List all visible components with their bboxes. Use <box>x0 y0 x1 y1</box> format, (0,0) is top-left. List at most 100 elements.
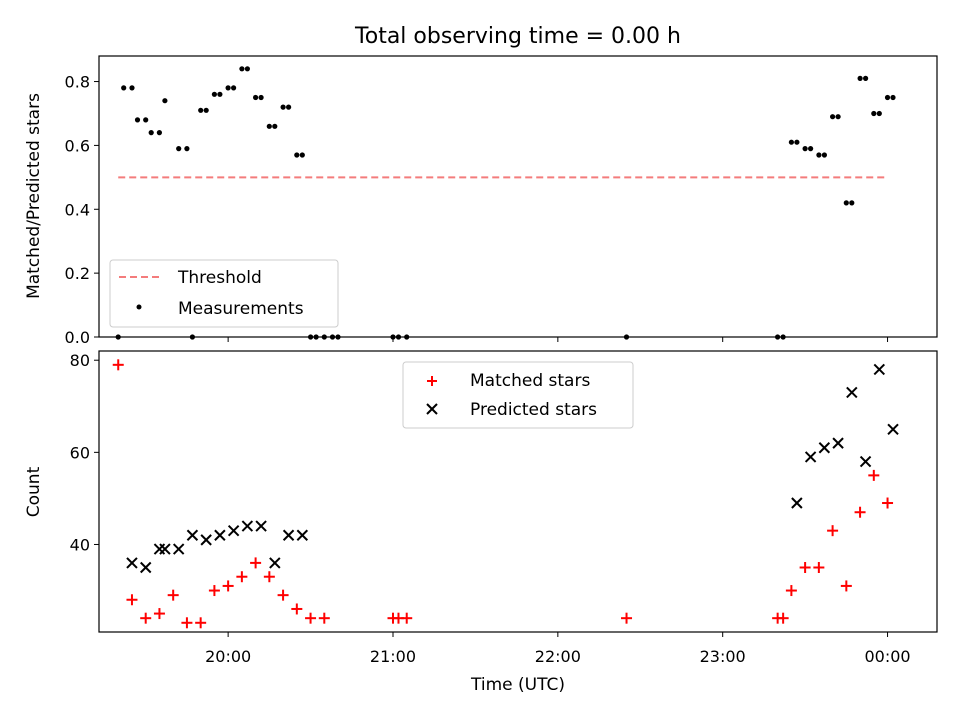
measurement-point <box>280 104 286 110</box>
bottom-legend-box <box>402 361 634 429</box>
bottom-y-tick-label: 80 <box>70 351 90 370</box>
predicted-point <box>296 529 309 541</box>
bottom-axes: 40 60 80 20:00 21:00 22:00 23:00 00:00 <box>70 350 938 666</box>
bottom-x-tick-label: 21:00 <box>370 647 416 666</box>
matched-point <box>840 580 852 592</box>
measurement-point <box>830 114 836 120</box>
top-y-tick-label: 0.2 <box>65 264 90 283</box>
matched-point <box>318 612 330 624</box>
measurement-point <box>239 66 245 72</box>
matched-point <box>153 608 165 620</box>
measurement-point <box>129 85 135 91</box>
measurement-point <box>272 123 278 129</box>
measurement-point <box>211 91 217 97</box>
matched-point <box>167 589 179 601</box>
measurement-point <box>231 85 237 91</box>
matched-point <box>291 603 303 615</box>
measurement-point <box>788 139 795 145</box>
measurement-point <box>244 66 250 72</box>
bottom-marks <box>112 359 899 629</box>
matched-point <box>401 612 413 624</box>
predicted-point <box>255 520 267 532</box>
measurement-point <box>821 152 828 158</box>
matched-point <box>181 617 193 629</box>
top-y-axis-label: Matched/Predicted stars <box>24 93 44 299</box>
matched-point <box>827 525 839 537</box>
bottom-legend: Matched stars Predicted stars <box>402 361 634 429</box>
measurement-point <box>802 146 808 152</box>
matched-point <box>250 557 262 569</box>
predicted-point <box>140 561 152 574</box>
matched-point <box>112 359 124 371</box>
matched-point <box>222 580 234 592</box>
measurement-point <box>266 123 272 129</box>
measurement-point <box>143 117 149 123</box>
matched-point <box>126 594 138 606</box>
measurement-point <box>225 85 231 91</box>
top-y-tick-label: 0.4 <box>65 200 90 219</box>
measurement-point <box>176 146 182 152</box>
measurement-point <box>835 114 841 120</box>
predicted-point <box>241 520 254 532</box>
top-axes: 0.0 0.2 0.4 0.6 0.8 <box>65 55 938 347</box>
measurement-point <box>808 146 814 152</box>
measurement-point <box>884 94 891 101</box>
bottom-x-tick-label: 23:00 <box>700 647 746 666</box>
top-legend-box <box>109 259 339 328</box>
measurement-point <box>162 98 168 104</box>
measurement-point <box>843 200 849 206</box>
matched-point <box>882 497 894 509</box>
measurement-point <box>203 107 209 113</box>
measurement-point <box>258 94 264 101</box>
matched-point <box>208 585 220 597</box>
x-axis-label: Time (UTC) <box>470 675 565 695</box>
matched-point <box>140 612 152 624</box>
predicted-point <box>172 543 185 555</box>
measurement-point <box>198 107 204 113</box>
measurement-point <box>794 139 800 145</box>
top-plot-frame <box>98 55 938 338</box>
predicted-point <box>282 529 295 541</box>
measurement-point <box>890 94 896 101</box>
predicted-point <box>126 557 138 569</box>
top-y-tick-label: 0.6 <box>65 136 90 155</box>
predicted-point <box>873 363 886 376</box>
matched-point <box>785 585 797 597</box>
measurement-point <box>294 152 300 158</box>
predicted-point <box>846 386 858 399</box>
measurement-point <box>253 94 259 101</box>
top-marks <box>115 66 896 340</box>
measurement-point <box>863 75 869 81</box>
matched-point <box>868 469 880 481</box>
measurement-point <box>849 200 855 206</box>
legend-measurements-label: Measurements <box>178 299 304 319</box>
legend-measurements-swatch <box>136 304 142 310</box>
measurement-point <box>871 110 877 117</box>
measurement-point <box>857 75 863 81</box>
matched-point <box>263 571 275 583</box>
predicted-point <box>804 451 817 463</box>
bottom-x-tick-label: 20:00 <box>205 647 251 666</box>
legend-predicted-label: Predicted stars <box>470 400 597 420</box>
top-panel: 0.00.20.40.60.8 Matched/Predicted stars … <box>24 55 938 347</box>
bottom-panel: 40 60 80 20:00 21:00 22:00 23:00 00:00 Count Ti… <box>24 350 938 695</box>
bottom-y-axis-label: Count <box>24 466 44 517</box>
predicted-point <box>214 529 226 541</box>
measurement-point <box>299 152 305 158</box>
predicted-point <box>200 534 212 546</box>
predicted-point <box>186 529 199 541</box>
top-legend: Threshold Measurements <box>109 259 339 328</box>
bottom-y-tick-label: 60 <box>70 443 90 462</box>
predicted-point <box>269 557 281 569</box>
matched-point <box>236 571 248 583</box>
matched-point <box>777 612 789 624</box>
matched-point <box>621 612 633 624</box>
top-y-tick-label: 0.0 <box>65 328 90 347</box>
predicted-point <box>859 455 872 468</box>
legend-predicted-swatch <box>426 403 438 415</box>
legend-matched-label: Matched stars <box>470 371 590 391</box>
legend-matched-swatch <box>427 376 437 386</box>
matched-point <box>854 506 866 518</box>
